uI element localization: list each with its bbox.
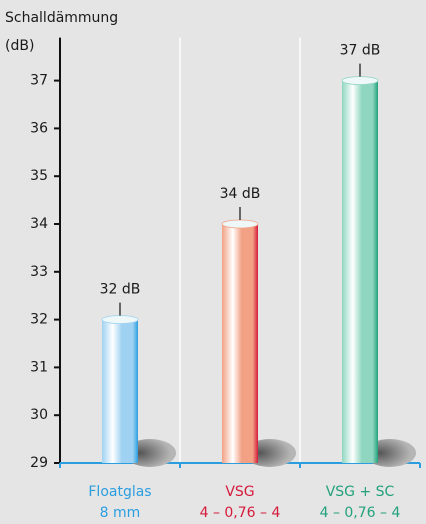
bar-top <box>221 219 259 229</box>
x-tick-label: VSG <box>225 484 254 500</box>
x-tick-label: 8 mm <box>100 505 141 521</box>
bar <box>102 319 138 463</box>
value-label: 37 dB <box>340 43 381 59</box>
y-tick-label: 32 <box>30 312 48 328</box>
y-tick-label: 30 <box>30 407 48 423</box>
value-label: 34 dB <box>220 186 261 202</box>
y-axis-unit: (dB) <box>5 38 34 54</box>
y-axis-title: Schalldämmung <box>5 10 118 26</box>
x-tick-label: Floatglas <box>88 484 151 500</box>
bar <box>222 224 258 463</box>
bar <box>342 80 378 463</box>
x-tick-label: 4 – 0,76 – 4 <box>320 505 401 521</box>
y-tick-label: 35 <box>30 168 48 184</box>
y-tick-label: 34 <box>30 216 48 232</box>
x-tick-label: VSG + SC <box>326 484 395 500</box>
x-tick-label: 4 – 0,76 – 4 <box>200 505 281 521</box>
value-label: 32 dB <box>100 282 141 298</box>
y-tick-label: 37 <box>30 73 48 89</box>
bar-top <box>341 76 379 85</box>
y-tick-label: 29 <box>30 455 48 471</box>
y-tick-label: 31 <box>30 359 48 375</box>
bar-top <box>101 315 139 325</box>
y-tick-label: 33 <box>30 264 48 280</box>
y-tick-label: 36 <box>30 120 48 136</box>
